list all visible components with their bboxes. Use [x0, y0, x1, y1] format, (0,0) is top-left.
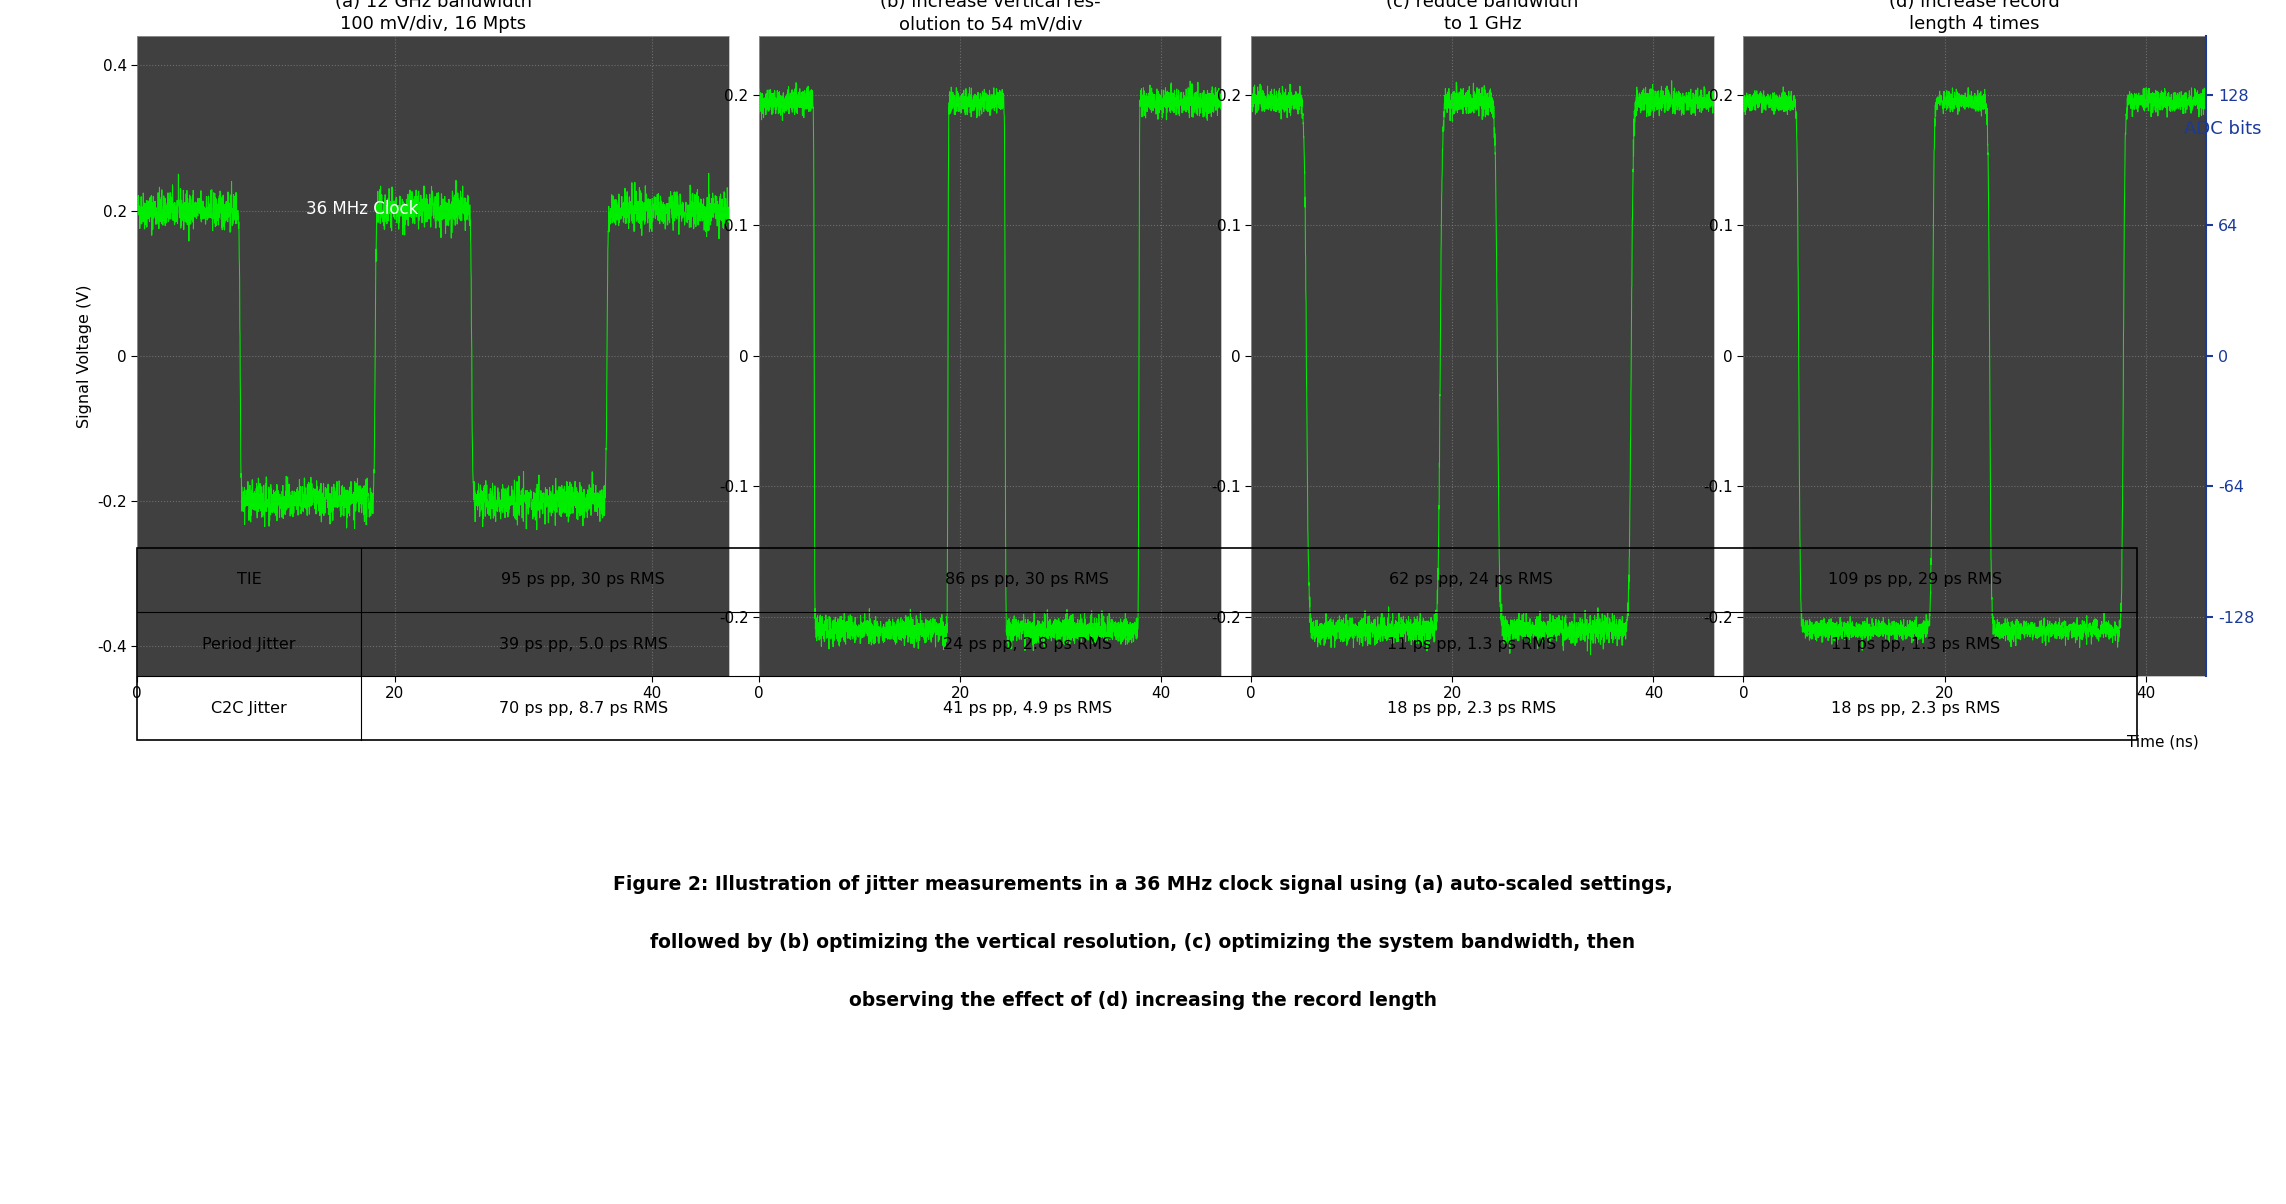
Y-axis label: Signal Voltage (V): Signal Voltage (V) — [75, 284, 91, 427]
Title: (a) 12 GHz bandwidth
100 mV/div, 16 Mpts: (a) 12 GHz bandwidth 100 mV/div, 16 Mpts — [334, 0, 533, 34]
Text: 36 MHz Clock: 36 MHz Clock — [306, 200, 418, 218]
Text: 95 ps pp, 30 ps RMS: 95 ps pp, 30 ps RMS — [501, 572, 665, 588]
Text: 41 ps pp, 4.9 ps RMS: 41 ps pp, 4.9 ps RMS — [942, 701, 1111, 716]
Text: 11 ps pp, 1.3 ps RMS: 11 ps pp, 1.3 ps RMS — [1388, 637, 1557, 651]
Text: Period Jitter: Period Jitter — [203, 637, 295, 651]
Text: C2C Jitter: C2C Jitter — [210, 701, 288, 716]
Text: 11 ps pp, 1.3 ps RMS: 11 ps pp, 1.3 ps RMS — [1831, 637, 2000, 651]
Title: (b) increase vertical res-
olution to 54 mV/div: (b) increase vertical res- olution to 54… — [880, 0, 1100, 34]
Text: followed by (b) optimizing the vertical resolution, (c) optimizing the system ba: followed by (b) optimizing the vertical … — [652, 933, 1634, 952]
Text: 24 ps pp, 2.8 ps RMS: 24 ps pp, 2.8 ps RMS — [942, 637, 1111, 651]
Text: observing the effect of (d) increasing the record length: observing the effect of (d) increasing t… — [848, 991, 1438, 1010]
Text: 70 ps pp, 8.7 ps RMS: 70 ps pp, 8.7 ps RMS — [498, 701, 668, 716]
Text: 18 ps pp, 2.3 ps RMS: 18 ps pp, 2.3 ps RMS — [1831, 701, 2000, 716]
Text: Time (ns): Time (ns) — [2128, 734, 2199, 749]
Text: TIE: TIE — [238, 572, 261, 588]
Text: 62 ps pp, 24 ps RMS: 62 ps pp, 24 ps RMS — [1390, 572, 1552, 588]
Text: 18 ps pp, 2.3 ps RMS: 18 ps pp, 2.3 ps RMS — [1388, 701, 1557, 716]
Text: 39 ps pp, 5.0 ps RMS: 39 ps pp, 5.0 ps RMS — [498, 637, 668, 651]
Text: 86 ps pp, 30 ps RMS: 86 ps pp, 30 ps RMS — [946, 572, 1109, 588]
Title: (c) reduce bandwidth
to 1 GHz: (c) reduce bandwidth to 1 GHz — [1385, 0, 1580, 34]
Text: 109 ps pp, 29 ps RMS: 109 ps pp, 29 ps RMS — [1829, 572, 2003, 588]
Text: Figure 2: Illustration of jitter measurements in a 36 MHz clock signal using (a): Figure 2: Illustration of jitter measure… — [613, 875, 1673, 895]
Title: (d) increase record
length 4 times: (d) increase record length 4 times — [1888, 0, 2060, 34]
Text: ADC bits: ADC bits — [2185, 120, 2261, 138]
